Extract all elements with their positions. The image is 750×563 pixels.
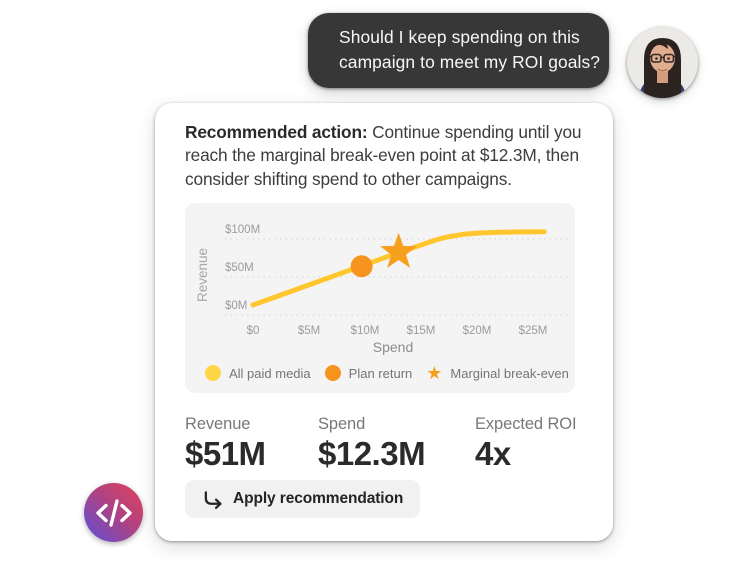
legend-label: All paid media (229, 365, 311, 381)
chat-message-line-1: Should I keep spending on this (339, 27, 580, 47)
stat-spend: Spend $12.3M (318, 415, 426, 473)
stat-value: 4x (475, 435, 511, 472)
recommendation-label: Recommended action: (185, 122, 368, 142)
orange-dot-icon (324, 365, 341, 381)
code-slash-icon (95, 498, 132, 527)
legend-label: Plan return (348, 365, 413, 381)
svg-text:$10M: $10M (351, 325, 380, 337)
recommendation-line-1-rest: Continue spending until you (367, 122, 582, 142)
yellow-dot-icon (205, 365, 221, 381)
chat-message-line-2: campaign to meet my ROI goals? (339, 52, 601, 72)
legend-item-all-paid-media: All paid media (205, 365, 311, 381)
apply-recommendation-button[interactable]: Apply recommendation (185, 480, 421, 518)
stat-expected-roi: Expected ROI 4x (475, 415, 577, 473)
svg-text:$5M: $5M (298, 325, 320, 337)
svg-text:Spend: Spend (373, 339, 413, 355)
svg-text:$20M: $20M (463, 325, 492, 337)
avatar-illustration (627, 27, 698, 98)
svg-text:$100M: $100M (225, 224, 260, 236)
recommendation-card: Recommended action: Continue spending un… (155, 103, 613, 541)
hook-arrow-icon (204, 490, 222, 509)
svg-text:Revenue: Revenue (195, 248, 210, 302)
apply-button-label: Apply recommendation (233, 490, 404, 507)
star-icon: ★ (426, 363, 443, 383)
stat-label: Revenue (185, 415, 251, 433)
recommendation-text: Recommended action: Continue spending un… (185, 121, 582, 191)
chart-panel: $0M $50M $100M $0 $5M $10M $15M $20M $25M Spend Re… (185, 203, 575, 393)
svg-text:$50M: $50M (225, 262, 254, 274)
recommendation-line-3: consider shifting spend to other campaig… (185, 168, 512, 189)
svg-text:$15M: $15M (407, 325, 436, 337)
legend-item-marginal-break-even: ★ Marginal break-even (426, 363, 569, 383)
chart-legend: All paid media Plan return ★ Marginal br… (205, 363, 569, 383)
code-badge (84, 483, 143, 542)
stat-label: Spend (318, 415, 366, 433)
chat-bubble: Should I keep spending on this campaign … (308, 13, 609, 88)
user-avatar (627, 27, 698, 98)
stat-value: $51M (185, 435, 266, 472)
svg-text:$25M: $25M (519, 325, 548, 337)
stat-value: $12.3M (318, 435, 426, 472)
stat-revenue: Revenue $51M (185, 415, 266, 473)
svg-text:$0: $0 (247, 325, 260, 337)
recommendation-line-1: Recommended action: Continue spending un… (185, 121, 582, 144)
svg-text:$0M: $0M (225, 300, 247, 312)
spend-revenue-chart: $0M $50M $100M $0 $5M $10M $15M $20M $25M Spend Re… (195, 224, 568, 355)
stat-label: Expected ROI (475, 415, 577, 433)
legend-label: Marginal break-even (450, 365, 569, 381)
recommendation-line-2: reach the marginal break-even point at $… (185, 145, 579, 166)
legend-item-plan-return: Plan return (324, 365, 413, 381)
